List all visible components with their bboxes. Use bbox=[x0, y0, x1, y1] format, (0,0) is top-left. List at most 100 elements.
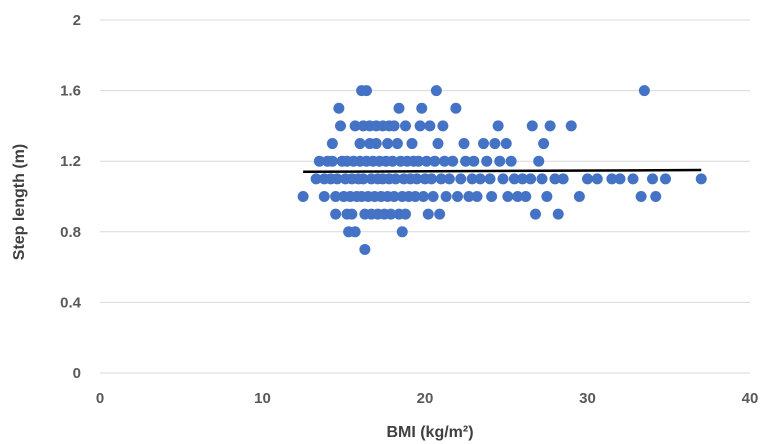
x-tick-label: 30 bbox=[579, 390, 596, 407]
trendline-group bbox=[303, 168, 702, 174]
data-point bbox=[582, 173, 593, 185]
data-point bbox=[349, 120, 361, 132]
y-tick-label: 0.8 bbox=[60, 224, 81, 241]
data-point bbox=[468, 155, 480, 167]
data-point bbox=[385, 208, 397, 220]
data-point bbox=[349, 226, 361, 238]
data-point bbox=[310, 173, 322, 185]
data-point bbox=[434, 208, 446, 220]
data-point bbox=[463, 191, 475, 202]
data-point bbox=[437, 120, 449, 132]
data-point bbox=[627, 173, 639, 185]
data-point bbox=[416, 102, 428, 114]
data-point bbox=[478, 138, 489, 150]
data-point bbox=[525, 173, 537, 185]
data-point bbox=[388, 120, 400, 132]
data-point bbox=[452, 191, 463, 202]
data-point bbox=[489, 138, 501, 150]
data-point bbox=[354, 138, 366, 150]
data-point bbox=[695, 173, 707, 185]
data-point bbox=[326, 155, 338, 167]
data-points bbox=[297, 85, 707, 255]
data-point bbox=[466, 173, 478, 185]
data-point bbox=[406, 138, 418, 150]
data-point bbox=[650, 191, 662, 202]
data-point bbox=[359, 243, 371, 255]
data-point bbox=[335, 120, 346, 132]
data-point bbox=[557, 173, 569, 185]
data-point bbox=[573, 191, 585, 202]
data-point bbox=[330, 208, 342, 220]
y-axis-tick-labels: 0 0.4 0.8 1.2 1.6 2 bbox=[60, 12, 82, 382]
data-point bbox=[430, 85, 442, 97]
data-point bbox=[647, 173, 658, 185]
y-tick-label: 0.4 bbox=[60, 294, 82, 311]
data-point bbox=[541, 191, 553, 202]
data-point bbox=[426, 173, 437, 185]
x-axis-title: BMI (kg/m²) bbox=[386, 424, 473, 441]
data-point bbox=[460, 155, 472, 167]
data-point bbox=[326, 138, 338, 150]
data-point bbox=[450, 102, 462, 114]
data-point bbox=[517, 173, 528, 185]
data-point bbox=[505, 155, 517, 167]
data-point bbox=[432, 138, 444, 150]
data-point bbox=[484, 173, 496, 185]
data-point bbox=[536, 173, 548, 185]
data-point bbox=[440, 191, 452, 202]
data-point bbox=[330, 191, 342, 202]
data-point bbox=[435, 173, 447, 185]
data-point bbox=[494, 155, 506, 167]
data-point bbox=[390, 173, 402, 185]
data-point bbox=[318, 191, 330, 202]
x-tick-label: 10 bbox=[254, 390, 271, 407]
data-point bbox=[297, 191, 309, 202]
x-tick-label: 0 bbox=[96, 390, 104, 407]
data-point bbox=[497, 173, 509, 185]
data-point bbox=[552, 208, 564, 220]
x-axis-tick-labels: 0 10 20 30 40 bbox=[96, 390, 759, 407]
data-point bbox=[471, 191, 483, 202]
data-point bbox=[660, 173, 671, 185]
data-point bbox=[396, 226, 408, 238]
data-point bbox=[520, 191, 532, 202]
data-point bbox=[530, 208, 541, 220]
data-point bbox=[492, 120, 504, 132]
data-point bbox=[481, 155, 493, 167]
x-tick-label: 40 bbox=[742, 390, 759, 407]
data-point bbox=[549, 173, 561, 185]
data-point bbox=[424, 120, 436, 132]
data-point bbox=[508, 173, 520, 185]
data-point bbox=[391, 138, 403, 150]
data-point bbox=[346, 208, 358, 220]
data-point bbox=[400, 208, 411, 220]
data-point bbox=[429, 155, 441, 167]
data-point bbox=[526, 120, 538, 132]
data-point bbox=[439, 155, 450, 167]
data-point bbox=[538, 138, 550, 150]
data-point bbox=[382, 138, 394, 150]
data-point bbox=[443, 173, 455, 185]
data-point bbox=[458, 138, 470, 150]
data-point bbox=[387, 155, 398, 167]
data-point bbox=[502, 191, 514, 202]
data-point bbox=[447, 155, 459, 167]
y-axis-title: Step length (m) bbox=[11, 144, 28, 260]
data-point bbox=[333, 102, 345, 114]
trendline bbox=[303, 168, 702, 174]
data-point bbox=[370, 138, 382, 150]
data-point bbox=[414, 120, 426, 132]
data-point bbox=[411, 173, 423, 185]
x-tick-label: 20 bbox=[417, 390, 434, 407]
data-point bbox=[486, 191, 498, 202]
gridlines bbox=[100, 19, 750, 374]
data-point bbox=[614, 173, 626, 185]
data-point bbox=[422, 208, 434, 220]
data-point bbox=[455, 173, 467, 185]
data-point bbox=[565, 120, 577, 132]
data-point bbox=[393, 102, 405, 114]
data-point bbox=[591, 173, 603, 185]
data-point bbox=[409, 191, 421, 202]
